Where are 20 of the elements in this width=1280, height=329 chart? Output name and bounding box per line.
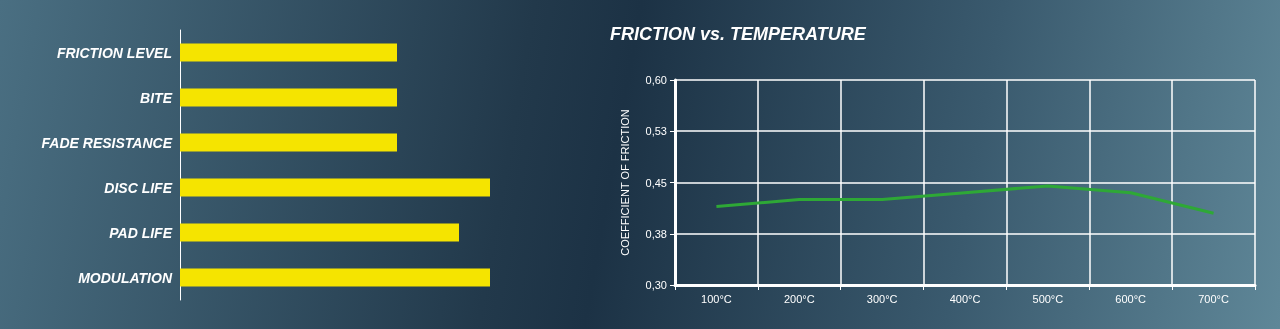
y-axis-title: COEFFICIENT OF FRICTION bbox=[618, 109, 631, 256]
y-tick-label: 0,60 bbox=[645, 74, 667, 86]
x-tick-label: 300°C bbox=[866, 292, 898, 305]
x-tick-label: 400°C bbox=[949, 292, 981, 305]
x-tick-label: 600°C bbox=[1115, 292, 1147, 305]
x-tick-label: 700°C bbox=[1198, 292, 1229, 305]
y-tick-label: 0,45 bbox=[645, 176, 667, 189]
y-tick-label: BITE bbox=[140, 89, 173, 106]
y-tick-label: FADE RESISTANCE bbox=[41, 134, 173, 151]
x-tick-label: 500°C bbox=[1032, 292, 1064, 305]
y-tick-label: MODULATION bbox=[78, 269, 173, 286]
y-tick-label: FRICTION LEVEL bbox=[56, 44, 172, 61]
x-tick-label: 200°C bbox=[783, 292, 815, 305]
y-tick-label: 0,38 bbox=[645, 227, 667, 240]
x-tick-label: 100°C bbox=[701, 292, 732, 305]
y-tick-label: DISC LIFE bbox=[104, 179, 173, 196]
y-tick-label: PAD LIFE bbox=[109, 224, 173, 241]
chart-title: FRICTION vs. TEMPERATURE bbox=[610, 24, 867, 44]
y-tick-label: 0,30 bbox=[645, 279, 667, 291]
y-tick-label: 0,53 bbox=[645, 125, 667, 138]
